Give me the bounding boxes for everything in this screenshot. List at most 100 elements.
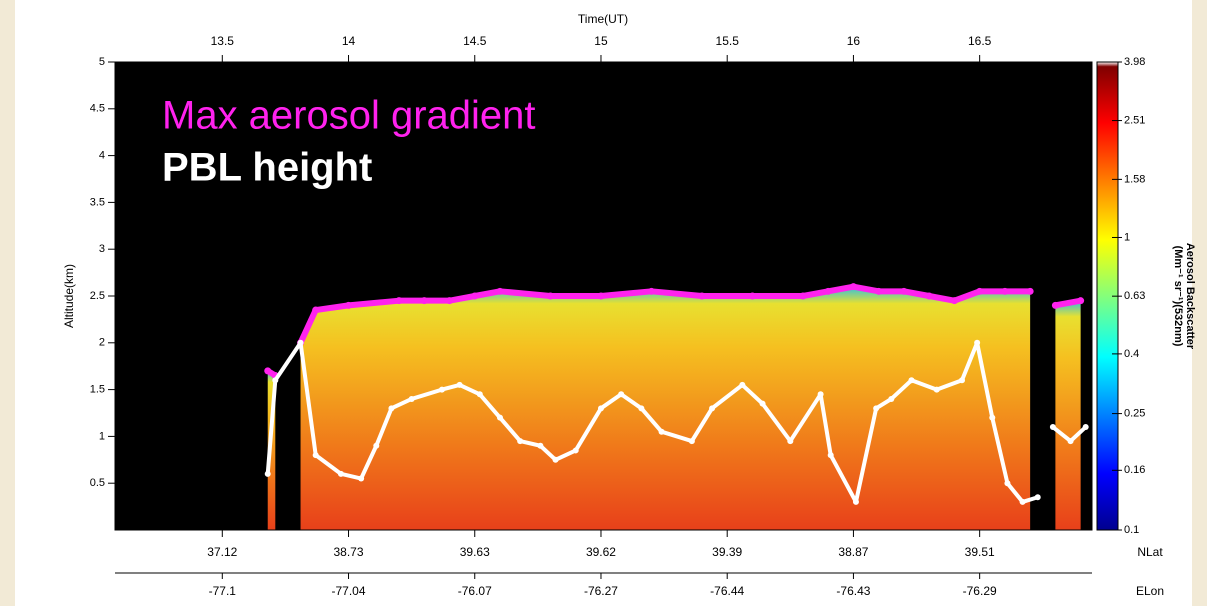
x-tick-label: 15.5 [716,34,740,48]
series-point [760,401,766,407]
series-point [1004,480,1010,486]
series-point [358,476,364,482]
lat-label: 39.51 [965,545,995,559]
series-point [689,438,695,444]
colorbar-tick-label: 1 [1124,231,1130,243]
y-tick-label: 4.5 [90,103,105,115]
series-point [264,367,271,374]
series-point [409,396,415,402]
series-point [597,293,604,300]
backscatter-curtain [301,287,1031,530]
series-point [373,443,379,449]
lat-label: 39.63 [460,545,490,559]
row-title: ELon [1136,584,1164,598]
y-tick-label: 0.5 [90,477,105,489]
series-point [298,340,304,346]
series-point [648,288,655,295]
series-point [265,471,271,477]
lat-label: 39.62 [586,545,616,559]
series-point [573,447,579,453]
series-point [739,382,745,388]
y-tick-label: 2.5 [90,290,105,302]
series-point [850,283,857,290]
x-tick-label: 14.5 [463,34,487,48]
colorbar-tick-label: 0.4 [1124,348,1139,360]
lon-label: -76.44 [710,584,744,598]
series-point [926,293,933,300]
series-point [749,293,756,300]
series-point [989,415,995,421]
colorbar-tick-label: 1.58 [1124,173,1145,185]
series-point [875,288,882,295]
series-point [976,288,983,295]
series-point [313,452,319,458]
backscatter-curtain [1055,301,1080,530]
series-point [1068,438,1074,444]
series-point [1027,288,1034,295]
page: Time(UT) Altitude(km) Max aerosol gradie… [0,0,1207,606]
series-point [396,297,403,304]
series-point [787,438,793,444]
colorbar-tick-label: 0.1 [1124,524,1139,536]
lon-label: -76.07 [458,584,492,598]
series-point [934,387,940,393]
series-point [825,288,832,295]
series-point [638,405,644,411]
series-point [1083,424,1089,430]
series-point [853,499,859,505]
lon-label: -76.29 [963,584,997,598]
lat-label: 38.73 [334,545,364,559]
series-point [338,471,344,477]
y-tick-label: 1 [99,430,105,442]
y-tick-label: 1.5 [90,384,105,396]
colorbar-tick-label: 0.25 [1124,408,1145,420]
colorbar-tick-label: 0.63 [1124,290,1145,302]
series-point [537,443,543,449]
series-point [1077,297,1084,304]
x-tick-label: 16 [847,34,861,48]
series-point [799,293,806,300]
series-point [1052,302,1059,309]
annotation: Max aerosol gradient [162,94,536,138]
lon-label: -77.04 [332,584,366,598]
series-point [547,293,554,300]
colorbar-title: Aerosol Backscatter (Mm⁻¹ sr⁻¹)(532nm) [1172,243,1196,350]
series-point [1001,288,1008,295]
lon-label: -76.43 [836,584,870,598]
colorbar-tick-label: 0.16 [1124,464,1145,476]
y-tick-label: 2 [99,337,105,349]
series-point [959,377,965,383]
series-point [1020,499,1026,505]
series-point [1035,494,1041,500]
series-point [477,391,483,397]
series-point [439,387,445,393]
series-point [828,452,834,458]
series-point [888,396,894,402]
colorbar-title-line: Aerosol Backscatter [1184,243,1196,350]
series-point [457,382,463,388]
series-point [517,438,523,444]
series-point [618,391,624,397]
annotation: PBL height [162,146,372,190]
lat-label: 37.12 [207,545,237,559]
lat-label: 39.39 [712,545,742,559]
y-tick-label: 4 [99,150,105,162]
colorbar-tick-label: 3.98 [1124,56,1145,68]
series-point [345,302,352,309]
lon-label: -76.27 [584,584,618,598]
series-point [421,297,428,304]
colorbar-tick-label: 2.51 [1124,114,1145,126]
y-tick-label: 5 [99,56,105,68]
series-point [272,377,278,383]
series-point [598,405,604,411]
x-tick-label: 16.5 [968,34,992,48]
lat-label: 38.87 [838,545,868,559]
series-point [974,340,980,346]
lon-label: -77.1 [209,584,237,598]
series-point [951,297,958,304]
series-point [818,391,824,397]
y-tick-label: 3.5 [90,196,105,208]
series-point [497,415,503,421]
colorbar-title-line: (Mm⁻¹ sr⁻¹)(532nm) [1172,246,1184,347]
y-tick-label: 3 [99,243,105,255]
